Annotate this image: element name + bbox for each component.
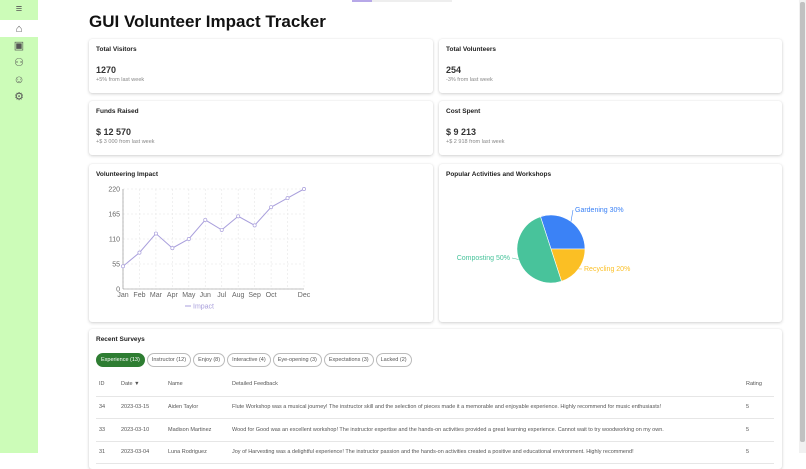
table-cell: 33 <box>96 419 118 442</box>
x-tick-label: Sep <box>248 292 261 299</box>
x-tick-label: Jan <box>117 292 128 299</box>
stat-value: $ 12 570 <box>96 127 131 137</box>
stat-card-cost: Cost Spent $ 9 213 +$ 2 918 from last we… <box>439 101 782 155</box>
x-tick-label: Apr <box>167 292 179 299</box>
column-header[interactable]: ID <box>96 373 118 396</box>
table-cell: 34 <box>96 396 118 419</box>
stat-value: 1270 <box>96 65 116 75</box>
data-point <box>154 232 157 235</box>
table-cell: Aiden Taylor <box>165 396 229 419</box>
y-tick-label: 55 <box>112 262 120 269</box>
data-point <box>269 206 272 209</box>
home-icon[interactable]: ⌂ <box>0 20 38 37</box>
filter-chip[interactable]: Eye-opening (3) <box>273 353 322 367</box>
stat-change: +$ 2 918 from last week <box>446 139 505 145</box>
column-header[interactable]: Detailed Feedback <box>229 373 743 396</box>
filter-chip[interactable]: Enjoy (8) <box>193 353 225 367</box>
scrollbar[interactable] <box>799 0 806 453</box>
stat-change: +$ 3 000 from last week <box>96 139 155 145</box>
face-icon[interactable]: ☺ <box>0 71 38 88</box>
y-tick-label: 220 <box>108 187 120 194</box>
column-header[interactable]: Date ▼ <box>118 373 165 396</box>
stat-label: Funds Raised <box>96 108 139 115</box>
filter-chip[interactable]: Experience (13) <box>96 353 145 367</box>
x-tick-label: May <box>182 292 196 299</box>
data-point <box>253 224 256 227</box>
stat-card-volunteers: Total Volunteers 254 -3% from last week <box>439 39 782 93</box>
stat-label: Cost Spent <box>446 108 480 115</box>
filter-chip[interactable]: Expectations (3) <box>324 353 374 367</box>
table-cell: 2023-03-15 <box>118 396 165 419</box>
pie-label: Composting 50% <box>457 255 510 262</box>
table-cell: Joy of Harvesting was a delightful exper… <box>229 441 743 464</box>
pie-label-line <box>571 210 573 221</box>
data-point <box>121 265 124 268</box>
data-point <box>204 218 207 221</box>
pie-chart: Gardening 30% Recycling 20% Composting 50% <box>439 164 782 322</box>
table-cell: Madison Martinez <box>165 419 229 442</box>
gear-icon[interactable]: ⚙ <box>0 88 38 105</box>
x-tick-label: Oct <box>266 292 277 299</box>
table-cell: 2023-03-10 <box>118 419 165 442</box>
stat-change: -3% from last week <box>446 77 493 83</box>
x-tick-label: Feb <box>133 292 145 299</box>
table-cell: Wood for Good was an excellent workshop!… <box>229 419 743 442</box>
pie-label: Recycling 20% <box>584 266 630 273</box>
stat-change: +5% from last week <box>96 77 144 83</box>
page-title: GUI Volunteer Impact Tracker <box>89 12 326 32</box>
pie-label: Gardening 30% <box>575 207 624 214</box>
table-cell: Flute Workshop was a musical journey! Th… <box>229 396 743 419</box>
x-tick-label: Dec <box>298 292 311 299</box>
data-point <box>220 228 223 231</box>
stat-label: Total Visitors <box>96 46 137 53</box>
table-cell: 5 <box>743 419 774 442</box>
y-tick-label: 110 <box>109 237 120 244</box>
data-point <box>187 237 190 240</box>
pie-label-line <box>512 258 519 260</box>
series-line <box>123 189 304 266</box>
table-cell: Luna Rodriguez <box>165 441 229 464</box>
data-point <box>138 251 141 254</box>
data-point <box>302 187 305 190</box>
surveys-card: Recent Surveys Experience (13)Instructor… <box>89 329 782 469</box>
stat-card-funds: Funds Raised $ 12 570 +$ 3 000 from last… <box>89 101 433 155</box>
table-cell: 5 <box>743 441 774 464</box>
table-cell: 2023-03-04 <box>118 441 165 464</box>
x-tick-label: Jun <box>200 292 211 299</box>
x-tick-label: Mar <box>150 292 163 299</box>
menu-icon[interactable]: ≡ <box>0 0 38 17</box>
sidebar: ≡ ⌂ ▣ ⚇ ☺ ⚙ <box>0 0 38 453</box>
filter-chips: Experience (13)Instructor (12)Enjoy (8)I… <box>96 353 412 367</box>
data-point <box>237 215 240 218</box>
people-icon[interactable]: ⚇ <box>0 54 38 71</box>
table-cell: 5 <box>743 396 774 419</box>
stat-value: $ 9 213 <box>446 127 476 137</box>
stat-card-visitors: Total Visitors 1270 +5% from last week <box>89 39 433 93</box>
data-point <box>171 246 174 249</box>
filter-chip[interactable]: Lacked (2) <box>376 353 412 367</box>
data-point <box>286 196 289 199</box>
stat-label: Total Volunteers <box>446 46 496 53</box>
x-tick-label: Jul <box>217 292 226 299</box>
y-tick-label: 165 <box>108 212 120 219</box>
legend-label: Impact <box>193 304 214 311</box>
table-cell: 31 <box>96 441 118 464</box>
activities-chart-card: Popular Activities and Workshops Gardeni… <box>439 164 782 322</box>
x-tick-label: Aug <box>232 292 245 299</box>
stat-value: 254 <box>446 65 461 75</box>
filter-chip[interactable]: Instructor (12) <box>147 353 191 367</box>
calendar-icon[interactable]: ▣ <box>0 37 38 54</box>
column-header[interactable]: Rating <box>743 373 774 396</box>
surveys-title: Recent Surveys <box>96 336 145 343</box>
column-header[interactable]: Name <box>165 373 229 396</box>
scrollbar-thumb[interactable] <box>800 2 805 442</box>
loading-bar <box>352 0 452 2</box>
filter-chip[interactable]: Interactive (4) <box>227 353 271 367</box>
